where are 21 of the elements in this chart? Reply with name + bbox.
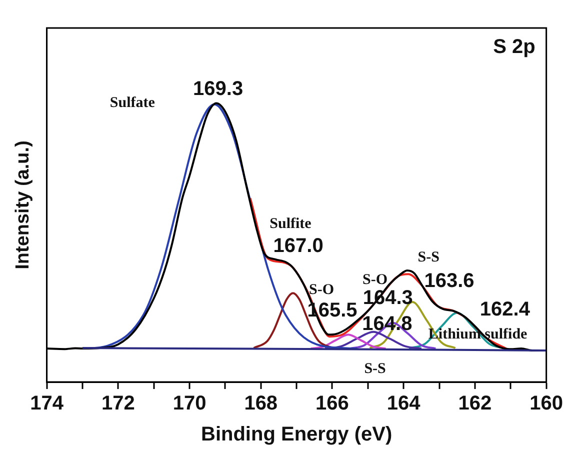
annotation: S-O — [309, 282, 334, 298]
annotation: Sulfate — [110, 95, 156, 112]
y-axis-title: Intensity (a.u.) — [12, 140, 34, 270]
x-tick-label: 160 — [530, 392, 564, 415]
x-tick-label: 168 — [244, 392, 278, 415]
x-tick-label: 166 — [316, 392, 349, 415]
annotation: S-S — [364, 361, 386, 378]
x-tick-label: 162 — [458, 392, 492, 415]
x-tick-label: 164 — [386, 392, 422, 415]
annotation: S-O — [362, 272, 388, 288]
x-axis-title: Binding Energy (eV) — [200, 424, 392, 446]
annotation: 167.0 — [273, 235, 324, 258]
annotation: 162.4 — [480, 298, 531, 320]
text: 169.3 — [193, 78, 244, 100]
annotation: S-S — [418, 249, 440, 266]
annotation: 163.6 — [424, 270, 474, 292]
text: S 2p — [493, 36, 536, 58]
x-tick-label: 170 — [172, 392, 206, 415]
annotation: Sulfite — [270, 216, 312, 232]
x-tick-label: 174 — [30, 392, 64, 415]
x-tick-label: 172 — [101, 392, 135, 415]
